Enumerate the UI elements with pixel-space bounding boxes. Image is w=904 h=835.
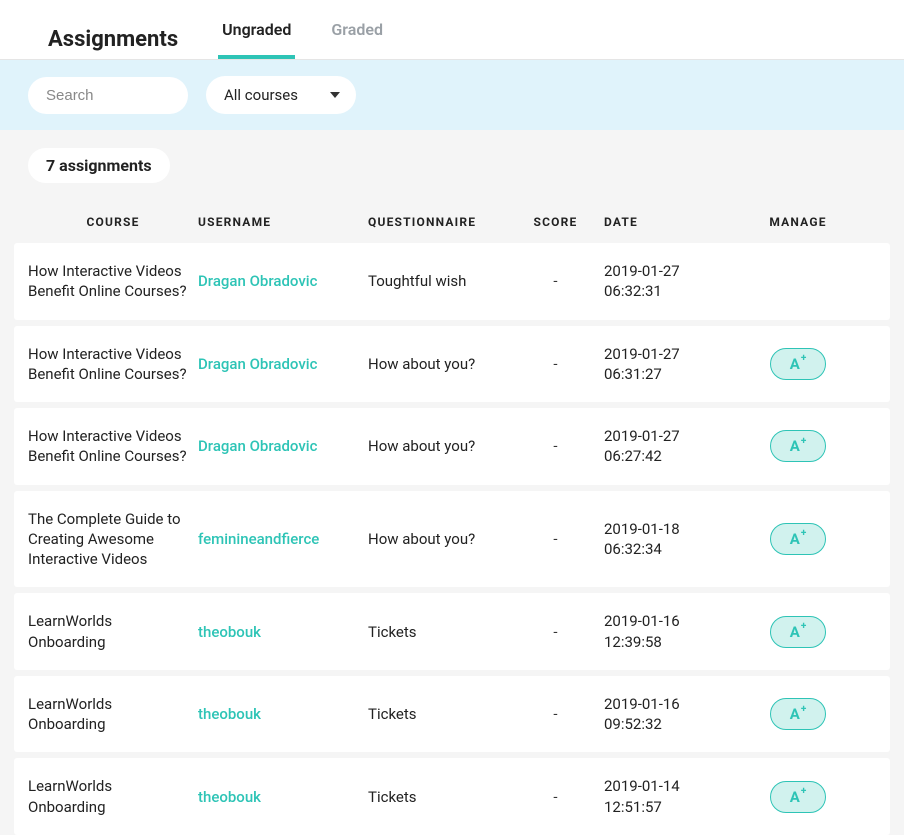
cell-username: feminineandfierce: [198, 530, 368, 548]
grade-icon: A: [790, 530, 800, 548]
table-body: How Interactive Videos Benefit Online Co…: [14, 243, 890, 835]
table-row: How Interactive Videos Benefit Online Co…: [14, 243, 890, 320]
cell-score: -: [523, 623, 588, 641]
cell-questionnaire: Toughtful wish: [368, 272, 523, 290]
cell-manage: A+: [738, 781, 858, 813]
col-questionnaire: QUESTIONNAIRE: [368, 215, 523, 229]
cell-manage: A+: [738, 616, 858, 648]
grade-icon: A: [790, 355, 800, 373]
tab-graded[interactable]: Graded: [327, 20, 387, 59]
grade-button[interactable]: A+: [770, 698, 826, 730]
cell-questionnaire: Tickets: [368, 788, 523, 806]
col-username: USERNAME: [198, 215, 368, 229]
cell-course: LearnWorlds Onboarding: [28, 776, 198, 817]
col-course: COURSE: [28, 215, 198, 229]
username-link[interactable]: theobouk: [198, 705, 261, 723]
cell-date: 2019-01-2706:32:31: [588, 261, 738, 302]
cell-questionnaire: Tickets: [368, 705, 523, 723]
plus-icon: +: [801, 436, 806, 447]
cell-username: theobouk: [198, 623, 368, 641]
grade-icon: A: [790, 705, 800, 723]
grade-button[interactable]: A+: [770, 523, 826, 555]
cell-manage: A+: [738, 430, 858, 462]
cell-date: 2019-01-2706:27:42: [588, 426, 738, 467]
cell-course: How Interactive Videos Benefit Online Co…: [28, 344, 198, 385]
table-row: How Interactive Videos Benefit Online Co…: [14, 326, 890, 403]
course-filter-label: All courses: [224, 86, 298, 104]
grade-button[interactable]: A+: [770, 781, 826, 813]
cell-date: 2019-01-1609:52:32: [588, 694, 738, 735]
cell-manage: A+: [738, 523, 858, 555]
cell-username: theobouk: [198, 705, 368, 723]
table-row: How Interactive Videos Benefit Online Co…: [14, 408, 890, 485]
page-title: Assignments: [48, 27, 178, 52]
cell-score: -: [523, 530, 588, 548]
plus-icon: +: [801, 786, 806, 797]
plus-icon: +: [801, 353, 806, 364]
page-header: Assignments Ungraded Graded: [0, 0, 904, 59]
grade-button[interactable]: A+: [770, 616, 826, 648]
filter-bar: All courses: [0, 59, 904, 130]
cell-date: 2019-01-2706:31:27: [588, 344, 738, 385]
content-area: 7 assignments COURSE USERNAME QUESTIONNA…: [0, 130, 904, 835]
assignment-count-badge: 7 assignments: [28, 148, 170, 183]
table-row: LearnWorlds Onboardingtheobouk Tickets-20…: [14, 593, 890, 670]
cell-score: -: [523, 788, 588, 806]
cell-score: -: [523, 355, 588, 373]
col-date: DATE: [588, 215, 738, 229]
plus-icon: +: [801, 704, 806, 715]
username-link[interactable]: theobouk: [198, 623, 261, 641]
cell-questionnaire: Tickets: [368, 623, 523, 641]
chevron-down-icon: [330, 92, 340, 98]
cell-course: LearnWorlds Onboarding: [28, 611, 198, 652]
cell-course: How Interactive Videos Benefit Online Co…: [28, 426, 198, 467]
cell-date: 2019-01-1612:39:58: [588, 611, 738, 652]
cell-score: -: [523, 272, 588, 290]
cell-questionnaire: How about you?: [368, 355, 523, 373]
tab-ungraded[interactable]: Ungraded: [218, 20, 295, 59]
col-manage: MANAGE: [738, 215, 858, 229]
cell-course: How Interactive Videos Benefit Online Co…: [28, 261, 198, 302]
grade-icon: A: [790, 788, 800, 806]
username-link[interactable]: Dragan Obradovic: [198, 437, 317, 455]
grade-icon: A: [790, 623, 800, 641]
cell-manage: A+: [738, 348, 858, 380]
username-link[interactable]: Dragan Obradovic: [198, 272, 317, 290]
cell-username: Dragan Obradovic: [198, 437, 368, 455]
username-link[interactable]: theobouk: [198, 788, 261, 806]
cell-course: LearnWorlds Onboarding: [28, 694, 198, 735]
search-input[interactable]: [28, 77, 188, 114]
grade-button[interactable]: A+: [770, 348, 826, 380]
cell-score: -: [523, 437, 588, 455]
cell-questionnaire: How about you?: [368, 437, 523, 455]
cell-questionnaire: How about you?: [368, 530, 523, 548]
tabs: Ungraded Graded: [218, 20, 387, 59]
cell-username: Dragan Obradovic: [198, 272, 368, 290]
cell-date: 2019-01-1412:51:57: [588, 776, 738, 817]
col-score: SCORE: [523, 215, 588, 229]
cell-username: Dragan Obradovic: [198, 355, 368, 373]
cell-score: -: [523, 705, 588, 723]
plus-icon: +: [801, 621, 806, 632]
grade-button[interactable]: A+: [770, 430, 826, 462]
plus-icon: +: [801, 528, 806, 539]
table-row: LearnWorlds Onboardingtheobouk Tickets-20…: [14, 676, 890, 753]
cell-manage: A+: [738, 698, 858, 730]
table-row: The Complete Guide to Creating Awesome I…: [14, 491, 890, 588]
cell-course: The Complete Guide to Creating Awesome I…: [28, 509, 198, 570]
cell-username: theobouk: [198, 788, 368, 806]
username-link[interactable]: feminineandfierce: [198, 530, 319, 548]
username-link[interactable]: Dragan Obradovic: [198, 355, 317, 373]
table-row: LearnWorlds Onboardingtheobouk Tickets-20…: [14, 758, 890, 835]
grade-icon: A: [790, 437, 800, 455]
table-header: COURSE USERNAME QUESTIONNAIRE SCORE DATE…: [14, 195, 890, 243]
cell-date: 2019-01-1806:32:34: [588, 519, 738, 560]
course-filter-select[interactable]: All courses: [206, 76, 356, 114]
